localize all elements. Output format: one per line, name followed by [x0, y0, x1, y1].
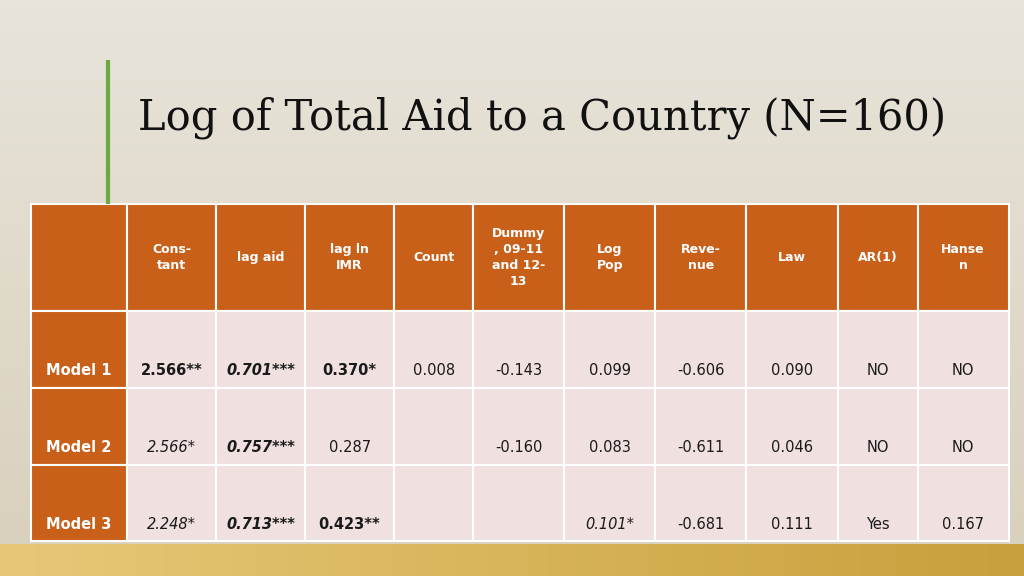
- Bar: [564, 465, 655, 541]
- Text: -0.681: -0.681: [677, 517, 725, 532]
- Bar: [564, 388, 655, 465]
- Bar: [127, 465, 216, 541]
- Bar: [127, 204, 216, 311]
- Bar: [31, 465, 127, 541]
- Text: NO: NO: [866, 440, 889, 455]
- Text: NO: NO: [952, 363, 974, 378]
- Bar: [655, 465, 746, 541]
- Bar: [305, 465, 394, 541]
- Bar: [746, 204, 838, 311]
- Text: 0.370*: 0.370*: [323, 363, 377, 378]
- Text: 0.111: 0.111: [771, 517, 813, 532]
- Bar: [394, 388, 473, 465]
- Bar: [394, 204, 473, 311]
- Text: 0.423**: 0.423**: [318, 517, 381, 532]
- Bar: [746, 388, 838, 465]
- Text: 0.101*: 0.101*: [586, 517, 634, 532]
- Bar: [31, 311, 127, 388]
- Text: Log
Pop: Log Pop: [597, 243, 623, 272]
- Text: 2.566*: 2.566*: [146, 440, 196, 455]
- Text: 0.167: 0.167: [942, 517, 984, 532]
- Text: 0.757***: 0.757***: [226, 440, 295, 455]
- Bar: [305, 388, 394, 465]
- Bar: [918, 204, 1009, 311]
- Bar: [838, 311, 918, 388]
- Text: Dummy
, 09-11
and 12-
13: Dummy , 09-11 and 12- 13: [493, 228, 546, 288]
- Text: 0.701***: 0.701***: [226, 363, 295, 378]
- Text: 0.090: 0.090: [771, 363, 813, 378]
- Bar: [918, 465, 1009, 541]
- Text: Model 2: Model 2: [46, 440, 112, 455]
- Bar: [305, 311, 394, 388]
- Text: lag aid: lag aid: [237, 251, 285, 264]
- Text: Count: Count: [413, 251, 455, 264]
- Bar: [31, 388, 127, 465]
- Bar: [655, 388, 746, 465]
- Bar: [838, 465, 918, 541]
- Bar: [473, 388, 564, 465]
- Text: Model 3: Model 3: [46, 517, 112, 532]
- Text: -0.606: -0.606: [677, 363, 725, 378]
- Bar: [746, 311, 838, 388]
- Text: NO: NO: [952, 440, 974, 455]
- Bar: [216, 465, 305, 541]
- Text: 0.008: 0.008: [413, 363, 455, 378]
- Bar: [918, 311, 1009, 388]
- Text: -0.611: -0.611: [677, 440, 725, 455]
- Bar: [473, 465, 564, 541]
- Bar: [655, 204, 746, 311]
- Bar: [746, 465, 838, 541]
- Bar: [473, 204, 564, 311]
- Bar: [216, 311, 305, 388]
- Bar: [564, 204, 655, 311]
- Bar: [127, 311, 216, 388]
- Bar: [394, 311, 473, 388]
- Text: -0.160: -0.160: [495, 440, 543, 455]
- Bar: [127, 388, 216, 465]
- Text: 0.046: 0.046: [771, 440, 813, 455]
- Text: Law: Law: [778, 251, 806, 264]
- Text: Cons-
tant: Cons- tant: [152, 243, 190, 272]
- Bar: [918, 388, 1009, 465]
- Text: Log of Total Aid to a Country (N=160): Log of Total Aid to a Country (N=160): [138, 97, 946, 139]
- Bar: [216, 204, 305, 311]
- Text: Model 1: Model 1: [46, 363, 112, 378]
- Text: 0.713***: 0.713***: [226, 517, 295, 532]
- Text: 0.287: 0.287: [329, 440, 371, 455]
- Bar: [394, 465, 473, 541]
- Bar: [216, 388, 305, 465]
- Bar: [655, 311, 746, 388]
- Text: 0.099: 0.099: [589, 363, 631, 378]
- Text: NO: NO: [866, 363, 889, 378]
- Bar: [838, 204, 918, 311]
- Bar: [473, 311, 564, 388]
- Bar: [564, 311, 655, 388]
- Text: -0.143: -0.143: [496, 363, 543, 378]
- Text: lag ln
IMR: lag ln IMR: [330, 243, 369, 272]
- Bar: [838, 388, 918, 465]
- Text: 2.566**: 2.566**: [140, 363, 203, 378]
- Text: 0.083: 0.083: [589, 440, 631, 455]
- Text: Yes: Yes: [865, 517, 890, 532]
- Text: Reve-
nue: Reve- nue: [681, 243, 721, 272]
- Text: Hanse
n: Hanse n: [941, 243, 985, 272]
- Text: 2.248*: 2.248*: [146, 517, 196, 532]
- Bar: [305, 204, 394, 311]
- Text: AR(1): AR(1): [858, 251, 897, 264]
- Bar: [31, 204, 127, 311]
